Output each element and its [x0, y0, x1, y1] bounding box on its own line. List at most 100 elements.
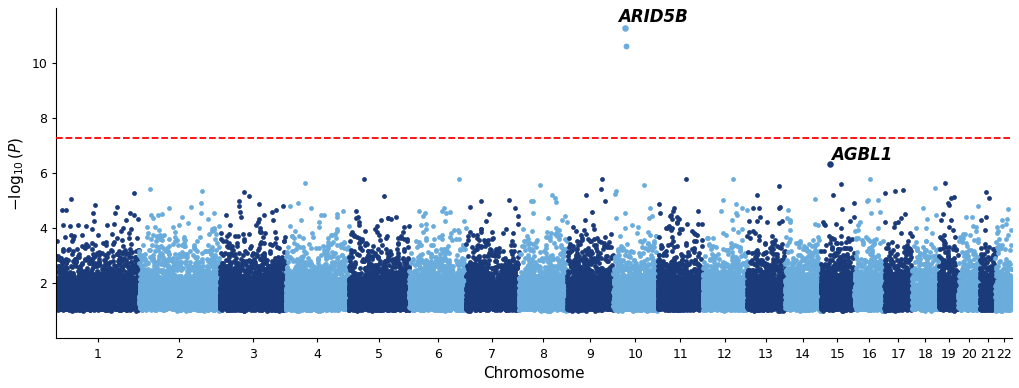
Point	[676, 302, 692, 308]
Point	[979, 284, 996, 290]
Point	[279, 299, 296, 305]
Point	[392, 235, 409, 241]
Point	[131, 252, 148, 258]
Point	[126, 281, 143, 287]
Point	[818, 268, 835, 274]
Point	[556, 297, 573, 303]
Point	[414, 297, 430, 303]
Point	[409, 298, 425, 304]
Point	[870, 298, 887, 304]
Point	[63, 286, 79, 292]
Point	[108, 282, 124, 289]
Point	[496, 285, 513, 291]
Point	[505, 278, 522, 284]
Point	[845, 271, 861, 277]
Point	[726, 280, 742, 286]
Point	[592, 293, 608, 299]
Point	[286, 297, 303, 303]
Point	[836, 260, 852, 266]
Point	[476, 301, 492, 308]
Point	[964, 298, 980, 304]
Point	[189, 274, 205, 281]
Point	[264, 281, 280, 287]
Point	[573, 293, 589, 299]
Point	[883, 261, 900, 267]
Point	[621, 277, 637, 283]
Point	[485, 303, 501, 309]
Point	[326, 301, 342, 308]
Point	[803, 299, 819, 305]
Point	[328, 291, 344, 297]
Point	[440, 286, 457, 292]
Point	[201, 295, 217, 301]
Point	[449, 288, 466, 294]
Point	[858, 286, 874, 293]
Point	[821, 293, 838, 299]
Point	[985, 294, 1002, 300]
Point	[51, 294, 67, 300]
Point	[417, 303, 433, 310]
Point	[924, 305, 941, 311]
Point	[199, 271, 215, 277]
Point	[217, 305, 233, 312]
Point	[146, 300, 162, 307]
Point	[54, 294, 70, 301]
Point	[678, 305, 694, 311]
Point	[1003, 299, 1019, 305]
Point	[127, 293, 144, 299]
Point	[946, 307, 962, 313]
Point	[286, 302, 303, 308]
Point	[592, 267, 608, 274]
Point	[644, 298, 660, 305]
Point	[424, 302, 440, 308]
Point	[722, 282, 739, 288]
Point	[464, 300, 480, 306]
Point	[339, 301, 356, 307]
Point	[76, 292, 93, 298]
Point	[619, 286, 635, 293]
Point	[596, 300, 612, 306]
Point	[97, 284, 113, 291]
Point	[843, 303, 859, 309]
Point	[506, 297, 523, 303]
Point	[169, 282, 185, 288]
Point	[806, 297, 822, 303]
Point	[964, 275, 980, 281]
Point	[907, 286, 923, 292]
Point	[857, 274, 873, 281]
Point	[764, 295, 781, 301]
Point	[333, 298, 350, 305]
Point	[252, 296, 268, 302]
Point	[119, 303, 136, 309]
Point	[657, 261, 674, 267]
Point	[364, 294, 380, 300]
Point	[650, 306, 666, 312]
Point	[229, 289, 246, 295]
Point	[482, 249, 498, 255]
Point	[446, 304, 463, 310]
Point	[700, 289, 716, 296]
Point	[647, 287, 663, 293]
Point	[618, 302, 634, 308]
Point	[644, 301, 660, 307]
Point	[137, 297, 153, 303]
Point	[719, 284, 736, 290]
Point	[176, 251, 193, 257]
Point	[441, 293, 458, 300]
Point	[679, 270, 695, 276]
Point	[968, 291, 984, 298]
Point	[799, 307, 815, 314]
Point	[608, 306, 625, 312]
Point	[970, 289, 986, 295]
Point	[235, 260, 252, 266]
Point	[871, 286, 888, 292]
Point	[463, 299, 479, 305]
Point	[218, 282, 234, 288]
Point	[296, 286, 312, 293]
Point	[737, 250, 753, 256]
Point	[125, 262, 142, 268]
Point	[465, 274, 481, 281]
Point	[473, 298, 489, 304]
Point	[713, 304, 730, 310]
Point	[619, 291, 635, 297]
